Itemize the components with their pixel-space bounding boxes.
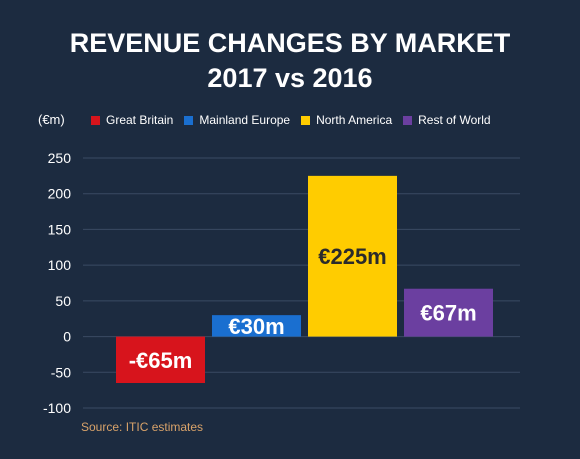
chart-subtitle: 2017 vs 2016 bbox=[207, 63, 373, 93]
data-label-rest-of-world: €67m bbox=[420, 301, 476, 326]
legend-item-rest-of-world: Rest of World bbox=[403, 113, 491, 127]
bar-great-britain bbox=[116, 336, 205, 383]
legend-label-mainland-europe: Mainland Europe bbox=[199, 113, 291, 127]
y-tick-label: 150 bbox=[48, 221, 72, 237]
legend-label-great-britain: Great Britain bbox=[106, 113, 174, 127]
legend-swatch-mainland-europe bbox=[184, 115, 194, 125]
legend: Great Britain Mainland Europe North Amer… bbox=[91, 113, 502, 127]
y-tick-label: -100 bbox=[43, 400, 71, 416]
legend-label-north-america: North America bbox=[316, 113, 393, 127]
y-tick-label: 100 bbox=[48, 257, 72, 273]
data-label-mainland-europe: €30m bbox=[228, 314, 284, 339]
legend-swatch-north-america bbox=[301, 115, 311, 125]
y-tick-label: 50 bbox=[55, 293, 71, 309]
y-tick-label: 200 bbox=[48, 186, 72, 202]
data-label-great-britain: -€65m bbox=[129, 348, 193, 373]
bar-mainland-europe bbox=[212, 315, 301, 337]
chart-title: REVENUE CHANGES BY MARKET bbox=[69, 28, 511, 58]
legend-label-rest-of-world: Rest of World bbox=[418, 113, 491, 127]
legend-swatch-great-britain bbox=[91, 115, 100, 125]
legend-item-mainland-europe: Mainland Europe bbox=[184, 113, 290, 127]
bar-rest-of-world bbox=[404, 288, 493, 337]
data-label-north-america: €225m bbox=[318, 244, 387, 269]
legend-swatch-rest-of-world bbox=[403, 115, 413, 125]
y-tick-label: -50 bbox=[51, 364, 71, 380]
legend-item-great-britain: Great Britain bbox=[91, 113, 173, 127]
y-tick-label: 0 bbox=[63, 329, 71, 345]
source-note: Source: ITIC estimates bbox=[81, 420, 204, 434]
bar-north-america bbox=[308, 175, 397, 337]
legend-item-north-america: North America bbox=[301, 113, 392, 127]
y-tick-label: 250 bbox=[48, 150, 72, 166]
unit-label: (€m) bbox=[38, 112, 65, 127]
